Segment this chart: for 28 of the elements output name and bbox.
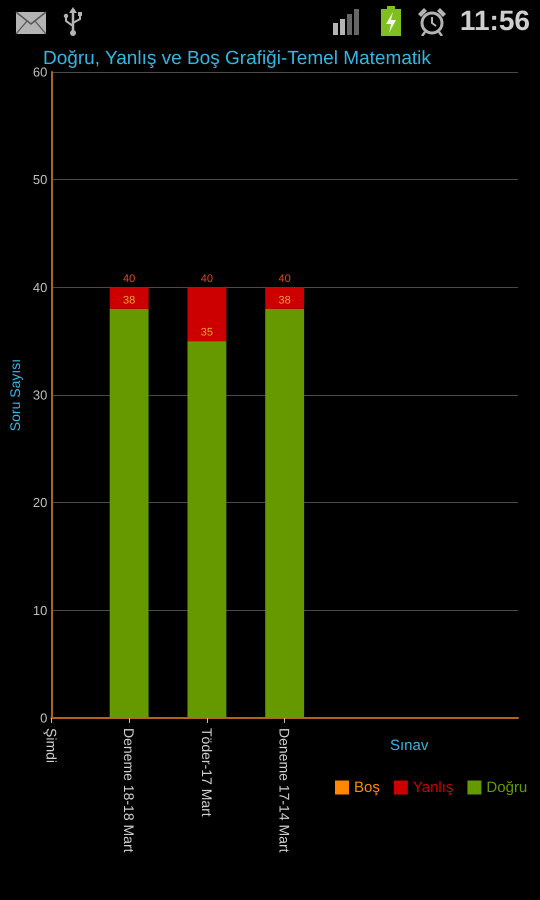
data-label: 35 — [200, 326, 214, 339]
bar — [265, 308, 304, 718]
y-tick-label: 20 — [32, 495, 48, 510]
legend-label: Boş — [354, 779, 380, 796]
y-tick-label: 30 — [32, 388, 48, 402]
y-tick-label: 10 — [32, 602, 48, 618]
y-tick-label: 40 — [32, 280, 48, 295]
bar — [187, 341, 226, 718]
y-tick-label: 0 — [40, 710, 48, 726]
bar — [187, 287, 226, 342]
x-tick-label: Deneme 18-18 Mart — [121, 728, 138, 853]
data-label: 38 — [123, 294, 136, 306]
text: 11:56 — [460, 5, 530, 36]
y-tick-label: 50 — [32, 172, 48, 188]
data-label: 38 — [278, 294, 291, 306]
x-axis-title: Sınav — [390, 737, 429, 754]
x-tick-label: Şimdi — [43, 728, 60, 764]
legend-label: Yanlış — [412, 779, 454, 796]
total-label: 40 — [278, 272, 291, 285]
bar — [110, 287, 149, 309]
total-label: 40 — [200, 272, 214, 285]
y-axis-title: Soru Sayısı — [7, 358, 23, 432]
bar — [110, 308, 149, 718]
legend-label: Doğru — [486, 779, 528, 796]
x-tick-label: Deneme 17-14 Mart — [276, 728, 293, 853]
x-tick-label: Töder-17 Mart — [198, 728, 215, 817]
total-label: 40 — [123, 272, 136, 285]
bar — [265, 287, 304, 309]
